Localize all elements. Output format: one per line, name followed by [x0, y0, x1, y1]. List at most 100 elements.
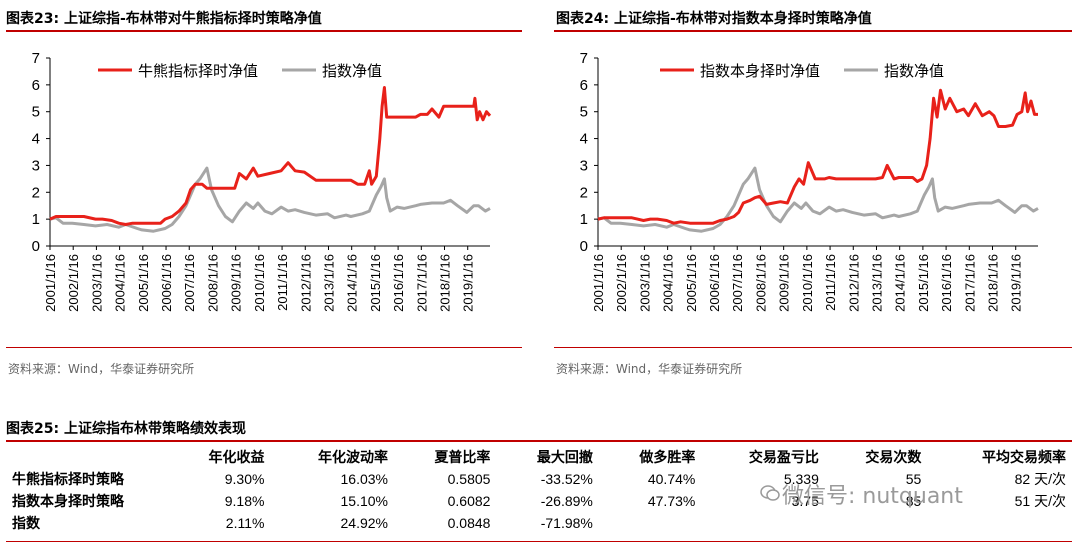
x-tick-label: 2004/1/16: [661, 254, 676, 312]
table-row: 指数本身择时策略 9.18% 15.10% 0.6082 -26.89% 47.…: [6, 490, 1072, 512]
performance-table: 年化收益 年化波动率 夏普比率 最大回撤 做多胜率 交易盈亏比 交易次数 平均交…: [6, 446, 1072, 534]
x-tick-label: 2015/1/16: [368, 254, 383, 312]
x-tick-label: 2018/1/16: [438, 254, 453, 312]
y-tick-label: 2: [32, 184, 40, 201]
header-cell: 年化收益: [208, 450, 265, 466]
table-cell: 0.0848: [447, 515, 491, 531]
x-tick-label: 2003/1/16: [89, 254, 104, 312]
table-cell: -71.98%: [540, 515, 593, 531]
fig23-top-rule: [6, 30, 522, 32]
table-row: 牛熊指标择时策略 9.30% 16.03% 0.5805 -33.52% 40.…: [6, 468, 1072, 490]
table-cell: 9.18%: [224, 493, 265, 509]
watermark: 微信号: nutquant: [782, 484, 963, 509]
table-cell: 3.75: [791, 493, 819, 509]
table-header-row: 年化收益 年化波动率 夏普比率 最大回撤 做多胜率 交易盈亏比 交易次数 平均交…: [6, 446, 1072, 468]
x-tick-label: 2007/1/16: [730, 254, 745, 312]
x-tick-label: 2009/1/16: [777, 254, 792, 312]
table-row: 指数 2.11% 24.92% 0.0848 -71.98%: [6, 512, 1072, 534]
x-tick-label: 2005/1/16: [136, 254, 151, 312]
x-tick-label: 2011/1/16: [275, 254, 290, 311]
x-tick-label: 2005/1/16: [684, 254, 699, 312]
fig25-title: 图表25: 上证综指布林带策略绩效表现: [6, 421, 246, 437]
fig24-chart: 0 1 2 3 4 5 6 7 2001/1/16 2002/1/16 2003/1/16 2004/…: [580, 50, 1039, 312]
x-tick-label: 2001/1/16: [591, 254, 606, 312]
table-cell: 24.92%: [340, 515, 388, 531]
header-cell: 年化波动率: [317, 450, 388, 466]
y-tick-label: 3: [32, 157, 40, 174]
x-tick-label: 2006/1/16: [159, 254, 174, 312]
fig23-title: 图表23: 上证综指-布林带对牛熊指标择时策略净值: [6, 11, 322, 27]
y-tick-label: 4: [580, 131, 588, 148]
header-cell: 交易盈亏比: [748, 450, 819, 466]
x-tick-label: 2008/1/16: [753, 254, 768, 312]
y-tick-label: 3: [580, 157, 588, 174]
row-label: 牛熊指标择时策略: [12, 472, 124, 488]
fig23-bottom-rule: [6, 347, 522, 348]
x-tick-label: 2008/1/16: [205, 254, 220, 312]
x-tick-label: 2016/1/16: [391, 254, 406, 312]
x-tick-label: 2002/1/16: [66, 254, 81, 312]
table-cell: 0.5805: [447, 471, 491, 487]
table-cell: 40.74%: [647, 471, 696, 487]
x-tick-label: 2003/1/16: [637, 254, 652, 312]
x-tick-label: 2006/1/16: [707, 254, 722, 312]
x-tick-label: 2011/1/16: [823, 254, 838, 311]
legend-label: 指数净值: [884, 63, 944, 80]
table-cell: 47.73%: [647, 493, 696, 509]
table-cell: [825, 512, 927, 534]
x-tick-label: 2015/1/16: [916, 254, 931, 312]
fig24-source: 资料来源：Wind，华泰证券研究所: [556, 362, 743, 376]
x-tick-label: 2014/1/16: [345, 254, 360, 312]
y-tick-label: 6: [580, 77, 588, 94]
table-cell: [927, 512, 1072, 534]
y-tick-label: 0: [32, 238, 40, 255]
x-tick-label: 2009/1/16: [229, 254, 244, 312]
legend-label: 牛熊指标择时净值: [138, 63, 258, 80]
x-tick-label: 2019/1/16: [461, 254, 476, 312]
x-tick-label: 2012/1/16: [846, 254, 861, 312]
fig25-bottom-rule: [6, 541, 1072, 542]
header-cell: 最大回撤: [536, 450, 593, 466]
x-tick-label: 2013/1/16: [321, 254, 336, 312]
x-tick-label: 2001/1/16: [43, 254, 58, 312]
y-tick-label: 1: [32, 211, 40, 228]
x-tick-label: 2017/1/16: [962, 254, 977, 312]
header-cell: 交易次数: [865, 450, 922, 466]
x-tick-label: 2016/1/16: [939, 254, 954, 312]
table-cell: 16.03%: [340, 471, 388, 487]
x-tick-label: 2012/1/16: [298, 254, 313, 312]
table-cell: -26.89%: [540, 493, 593, 509]
index-nav-line: [597, 166, 1039, 233]
index-nav-line: [49, 166, 491, 233]
row-label: 指数本身择时策略: [12, 494, 124, 510]
fig25-top-rule: [6, 440, 1072, 442]
y-tick-label: 7: [32, 50, 40, 67]
table-cell: 5.339: [783, 471, 819, 487]
y-tick-label: 7: [580, 50, 588, 67]
y-tick-label: 5: [32, 104, 40, 121]
fig23-chart: 0 1 2 3 4 5 6 7 2001/1/16 2002/1/16 2003/1/16 2004/…: [32, 50, 492, 312]
x-tick-label: 2004/1/16: [113, 254, 128, 312]
table-cell: [701, 512, 825, 534]
header-cell: [6, 446, 168, 468]
wechat-icon: [760, 485, 780, 501]
table-cell: 9.30%: [224, 471, 265, 487]
y-tick-label: 2: [580, 184, 588, 201]
x-tick-label: 2010/1/16: [252, 254, 267, 312]
x-tick-label: 2017/1/16: [414, 254, 429, 312]
header-cell: 夏普比率: [434, 450, 491, 466]
row-label: 指数: [12, 516, 40, 532]
strategy-nav-line: [597, 88, 1038, 225]
header-cell: 做多胜率: [639, 450, 696, 466]
fig24-title: 图表24: 上证综指-布林带对指数本身择时策略净值: [556, 11, 872, 27]
x-tick-label: 2013/1/16: [869, 254, 884, 312]
fig24-bottom-rule: [554, 347, 1072, 348]
table-cell: -33.52%: [540, 471, 593, 487]
table-cell: 55: [905, 471, 922, 487]
table-cell: 0.6082: [447, 493, 491, 509]
y-tick-label: 1: [580, 211, 588, 228]
fig23-source: 资料来源：Wind，华泰证券研究所: [8, 362, 195, 376]
legend-label: 指数净值: [322, 63, 382, 80]
x-tick-label: 2007/1/16: [182, 254, 197, 312]
x-tick-label: 2002/1/16: [614, 254, 629, 312]
